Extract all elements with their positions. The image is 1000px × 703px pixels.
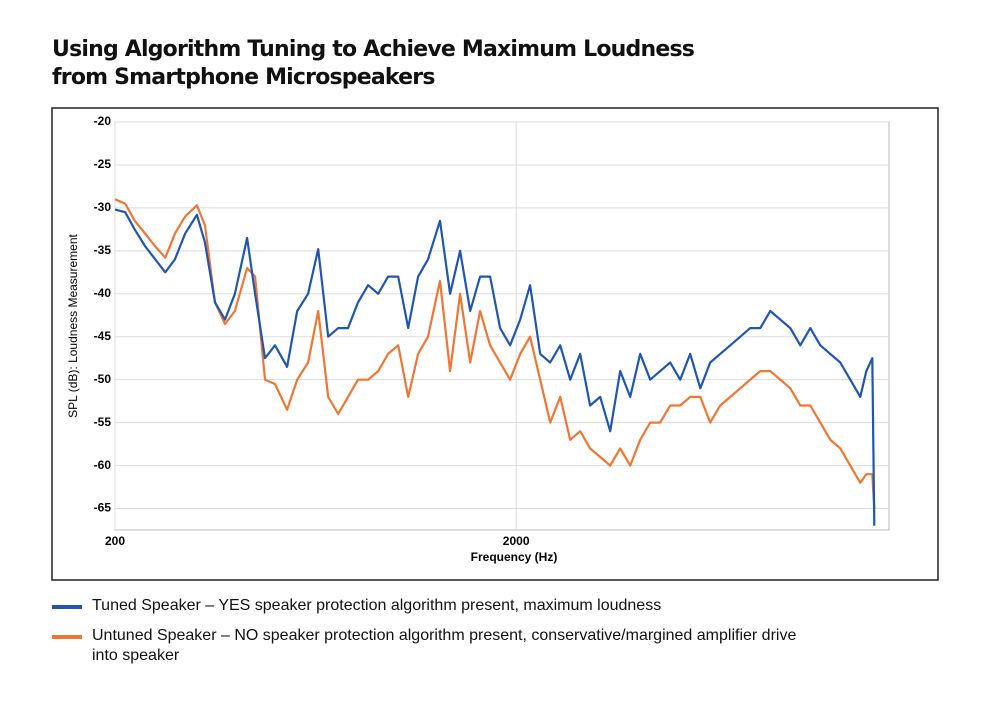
y-tick-label: -40 <box>94 286 112 300</box>
legend-swatch <box>52 635 82 639</box>
chart-title: Using Algorithm Tuning to Achieve Maximu… <box>52 36 695 92</box>
x-axis-label: Frequency (Hz) <box>471 550 558 564</box>
legend-item: Untuned Speaker – NO speaker protection … <box>52 626 852 666</box>
y-tick-label: -20 <box>94 114 112 128</box>
y-tick-label: -65 <box>94 501 112 515</box>
y-tick-label: -55 <box>94 415 112 429</box>
legend-item: Tuned Speaker – YES speaker protection a… <box>52 596 852 616</box>
x-tick-label: 200 <box>105 534 125 548</box>
plot-area <box>114 121 890 531</box>
legend-label: Untuned Speaker – NO speaker protection … <box>92 627 797 664</box>
series-line <box>114 198 876 509</box>
y-tick-label: -25 <box>94 157 112 171</box>
legend-swatch <box>52 605 82 609</box>
chart-frame <box>51 107 939 581</box>
y-tick-label: -35 <box>94 243 112 257</box>
y-tick-label: -45 <box>94 329 112 343</box>
y-axis-label: SPL (dB): Loudness Measurement <box>66 234 80 418</box>
series-line <box>114 208 876 526</box>
legend-label: Tuned Speaker – YES speaker protection a… <box>92 597 662 614</box>
y-tick-label: -60 <box>94 458 112 472</box>
title-line: from Smartphone Microspeakers <box>52 65 435 90</box>
title-line: Using Algorithm Tuning to Achieve Maximu… <box>52 37 695 62</box>
legend: Tuned Speaker – YES speaker protection a… <box>52 596 852 676</box>
x-tick-label: 2000 <box>503 534 530 548</box>
y-tick-label: -30 <box>94 200 112 214</box>
y-tick-label: -50 <box>94 372 112 386</box>
